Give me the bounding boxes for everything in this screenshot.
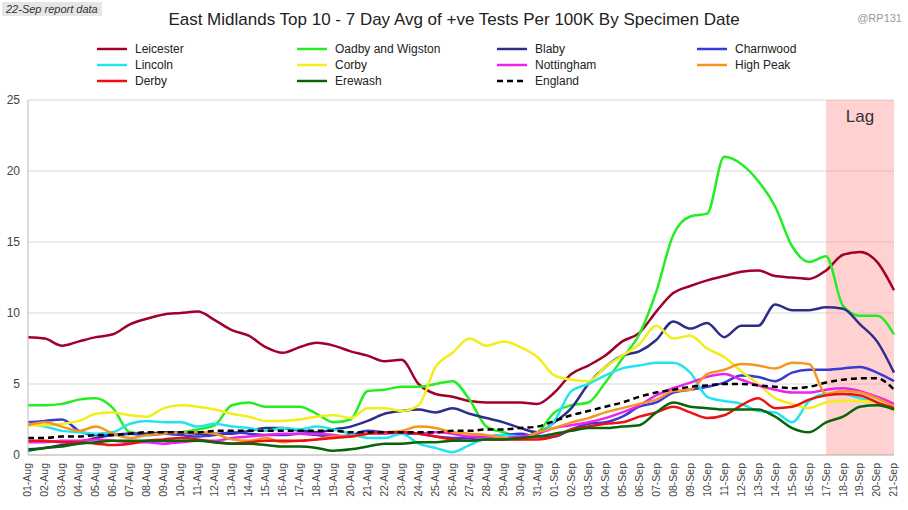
svg-text:08-Sep: 08-Sep [667,463,679,497]
svg-text:27-Aug: 27-Aug [463,463,475,497]
svg-text:13-Sep: 13-Sep [752,463,764,497]
svg-text:24-Aug: 24-Aug [412,463,424,497]
svg-text:02-Sep: 02-Sep [565,463,577,497]
svg-text:03-Aug: 03-Aug [55,463,67,497]
svg-text:17-Aug: 17-Aug [293,463,305,497]
svg-text:22-Aug: 22-Aug [378,463,390,497]
html-text:High Peak: High Peak [735,58,791,72]
svg-text:13-Aug: 13-Aug [225,463,237,497]
svg-text:11-Aug: 11-Aug [191,463,203,496]
svg-text:30-Aug: 30-Aug [514,463,526,497]
html-text:Charnwood: Charnwood [735,42,797,56]
html-text:Nottingham: Nottingham [535,58,597,72]
svg-text:16-Sep: 16-Sep [803,463,815,497]
svg-text:06-Aug: 06-Aug [106,463,118,497]
html-text:England: England [535,74,579,88]
svg-text:10-Sep: 10-Sep [701,463,713,497]
svg-text:15-Sep: 15-Sep [786,463,798,497]
svg-text:28-Aug: 28-Aug [480,463,492,497]
html-text:Oadby and Wigston: Oadby and Wigston [335,42,441,56]
svg-text:21-Sep: 21-Sep [887,463,899,497]
html-text:Derby: Derby [135,74,167,88]
html-text:@RP131: @RP131 [857,12,902,24]
svg-text:06-Sep: 06-Sep [633,463,645,497]
svg-text:07-Aug: 07-Aug [123,463,135,497]
svg-text:16-Aug: 16-Aug [276,463,288,497]
html-text:Erewash: Erewash [335,74,382,88]
svg-text:10-Aug: 10-Aug [174,463,186,497]
svg-text:19-Sep: 19-Sep [853,463,865,497]
svg-text:04-Aug: 04-Aug [72,463,84,497]
svg-text:11-Sep: 11-Sep [718,463,730,496]
svg-text:0: 0 [13,448,20,462]
html-text:Blaby: Blaby [535,42,565,56]
html-text:East Midlands Top 10 - 7 Day A: East Midlands Top 10 - 7 Day Avg of +ve … [168,10,740,29]
svg-text:08-Aug: 08-Aug [140,463,152,497]
svg-text:29-Aug: 29-Aug [497,463,509,497]
svg-text:20-Sep: 20-Sep [870,463,882,497]
svg-text:21-Aug: 21-Aug [361,463,373,497]
svg-text:25-Aug: 25-Aug [429,463,441,497]
svg-text:05-Aug: 05-Aug [89,463,101,497]
svg-text:05-Sep: 05-Sep [616,463,628,497]
svg-text:26-Aug: 26-Aug [446,463,458,497]
svg-text:18-Sep: 18-Sep [837,463,849,497]
svg-text:10: 10 [8,306,20,320]
html-text:Lincoln: Lincoln [135,58,173,72]
svg-text:15-Aug: 15-Aug [259,463,271,497]
svg-text:04-Sep: 04-Sep [599,463,611,497]
svg-text:01-Sep: 01-Sep [548,463,560,497]
svg-text:09-Aug: 09-Aug [157,463,169,497]
svg-text:07-Sep: 07-Sep [650,463,662,497]
svg-text:14-Aug: 14-Aug [242,463,254,497]
svg-text:23-Aug: 23-Aug [395,463,407,497]
svg-text:12-Sep: 12-Sep [735,463,747,497]
svg-text:25: 25 [8,93,20,107]
svg-text:09-Sep: 09-Sep [684,463,696,497]
svg-text:03-Sep: 03-Sep [582,463,594,497]
svg-text:19-Aug: 19-Aug [327,463,339,497]
svg-text:5: 5 [13,377,20,391]
svg-text:12-Aug: 12-Aug [208,463,220,497]
svg-text:18-Aug: 18-Aug [310,463,322,497]
svg-text:20-Aug: 20-Aug [344,463,356,497]
html-text:Corby: Corby [335,58,367,72]
svg-text:31-Aug: 31-Aug [531,463,543,497]
svg-text:17-Sep: 17-Sep [820,463,832,497]
html-text:Leicester: Leicester [135,42,184,56]
svg-text:20: 20 [8,164,20,178]
svg-text:Lag: Lag [846,107,874,126]
svg-text:02-Aug: 02-Aug [38,463,50,497]
svg-text:15: 15 [8,235,20,249]
svg-text:14-Sep: 14-Sep [769,463,781,497]
svg-text:01-Aug: 01-Aug [21,463,33,497]
html-text:22-Sep report data: 22-Sep report data [6,3,98,15]
